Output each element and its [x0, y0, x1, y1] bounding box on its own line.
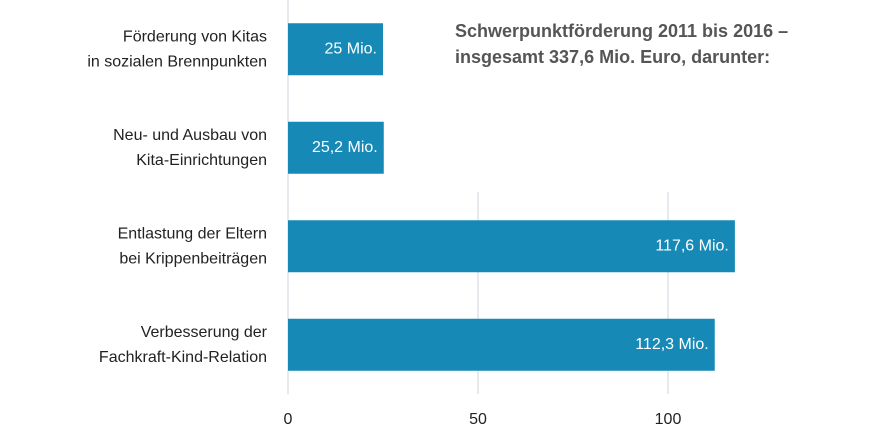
value-label: 112,3 Mio. [635, 336, 709, 353]
chart-title: Schwerpunktförderung 2011 bis 2016 – [455, 21, 788, 41]
value-label: 25 Mio. [325, 40, 377, 57]
value-label: 25,2 Mio. [312, 139, 378, 156]
y-tick-label: Verbesserung der [141, 324, 268, 341]
value-label: 117,6 Mio. [655, 237, 729, 254]
bar [288, 121, 384, 174]
x-tick-label: 0 [284, 411, 293, 428]
y-tick-label: Kita-Einrichtungen [136, 152, 267, 169]
bar [288, 318, 715, 371]
bar [288, 220, 735, 273]
y-tick-label: Fachkraft-Kind-Relation [99, 349, 267, 366]
chart-title: insgesamt 337,6 Mio. Euro, darunter: [455, 47, 770, 67]
y-tick-label: Förderung von Kitas [123, 28, 267, 45]
title-background [445, 0, 875, 192]
x-tick-label: 100 [655, 411, 682, 428]
y-tick-label: bei Krippenbeiträgen [119, 250, 267, 267]
y-tick-label: in sozialen Brennpunkten [87, 53, 267, 70]
x-tick-label: 50 [469, 411, 487, 428]
y-tick-label: Entlastung der Eltern [118, 225, 267, 242]
y-tick-label: Neu- und Ausbau von [113, 127, 267, 144]
bar [288, 23, 383, 76]
